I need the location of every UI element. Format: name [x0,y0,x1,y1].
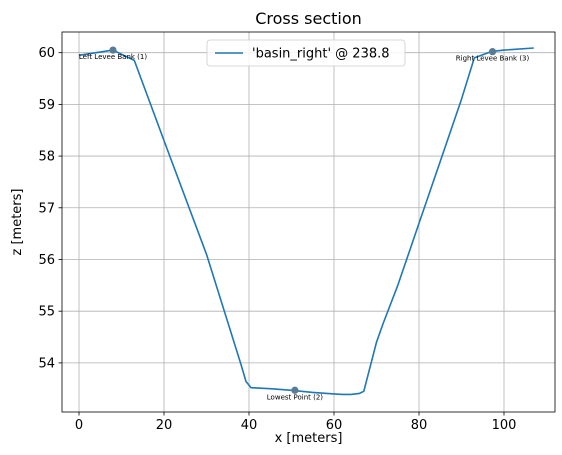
x-tick-label: 80 [411,418,428,433]
y-tick-label: 56 [38,253,55,268]
annotated-point-label: Right Levee Bank (3) [456,55,530,63]
annotated-point-label: Left Levee Bank (1) [79,53,147,61]
y-axis-label: z [meters] [10,189,25,256]
chart-title: Cross section [255,9,362,28]
annotated-point-marker [109,46,117,54]
y-tick-label: 60 [38,46,55,61]
x-tick-label: 40 [241,418,258,433]
axis-ticks: 0 20 40 60 80 100 54 55 56 57 58 59 60 [38,46,516,433]
annotated-point-label: Lowest Point (2) [267,393,323,401]
y-tick-label: 54 [38,356,55,371]
annotated-point-marker [291,386,299,394]
x-tick-label: 60 [326,418,343,433]
y-tick-label: 59 [38,98,55,113]
legend: 'basin_right' @ 238.8 [206,39,406,67]
x-tick-label: 20 [156,418,173,433]
y-tick-label: 58 [38,150,55,165]
series-line [78,47,534,396]
annotated-points: Left Levee Bank (1) Lowest Point (2) Right… [79,46,530,401]
x-tick-label: 100 [492,418,517,433]
y-tick-label: 55 [38,305,55,320]
x-tick-label: 0 [75,418,83,433]
y-tick-label: 57 [38,201,55,216]
x-axis-label: x [meters] [275,431,343,446]
legend-box [206,39,406,67]
plot-frame [61,31,556,413]
series-layer [78,47,534,396]
grid-lines [62,32,555,412]
legend-label: 'basin_right' @ 238.8 [252,47,390,62]
annotated-point-marker [488,48,497,56]
